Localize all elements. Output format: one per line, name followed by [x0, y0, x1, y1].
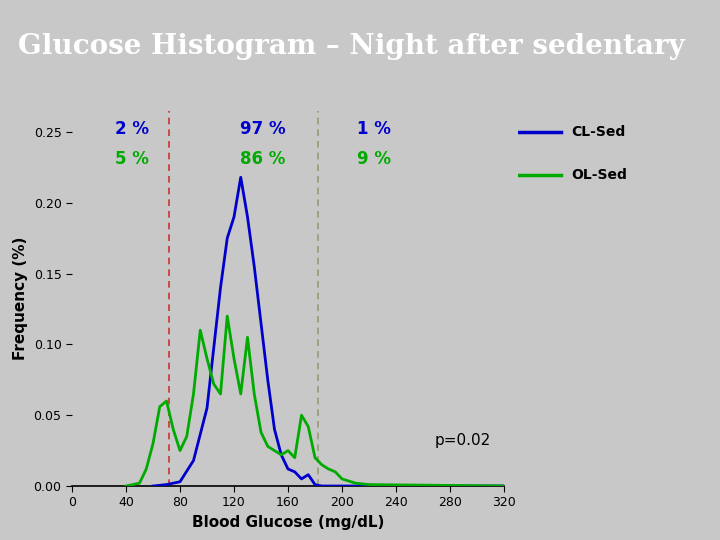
X-axis label: Blood Glucose (mg/dL): Blood Glucose (mg/dL): [192, 515, 384, 530]
Text: 9 %: 9 %: [357, 150, 391, 168]
Text: OL-Sed: OL-Sed: [571, 168, 627, 182]
Text: 2 %: 2 %: [115, 120, 149, 138]
Text: 5 %: 5 %: [115, 150, 149, 168]
Text: CL-Sed: CL-Sed: [571, 125, 625, 139]
Text: 97 %: 97 %: [240, 120, 286, 138]
Text: 1 %: 1 %: [357, 120, 391, 138]
Text: p=0.02: p=0.02: [435, 434, 491, 448]
Y-axis label: Frequency (%): Frequency (%): [13, 237, 28, 360]
Text: Glucose Histogram – Night after sedentary: Glucose Histogram – Night after sedentar…: [18, 33, 685, 60]
Text: 86 %: 86 %: [240, 150, 286, 168]
